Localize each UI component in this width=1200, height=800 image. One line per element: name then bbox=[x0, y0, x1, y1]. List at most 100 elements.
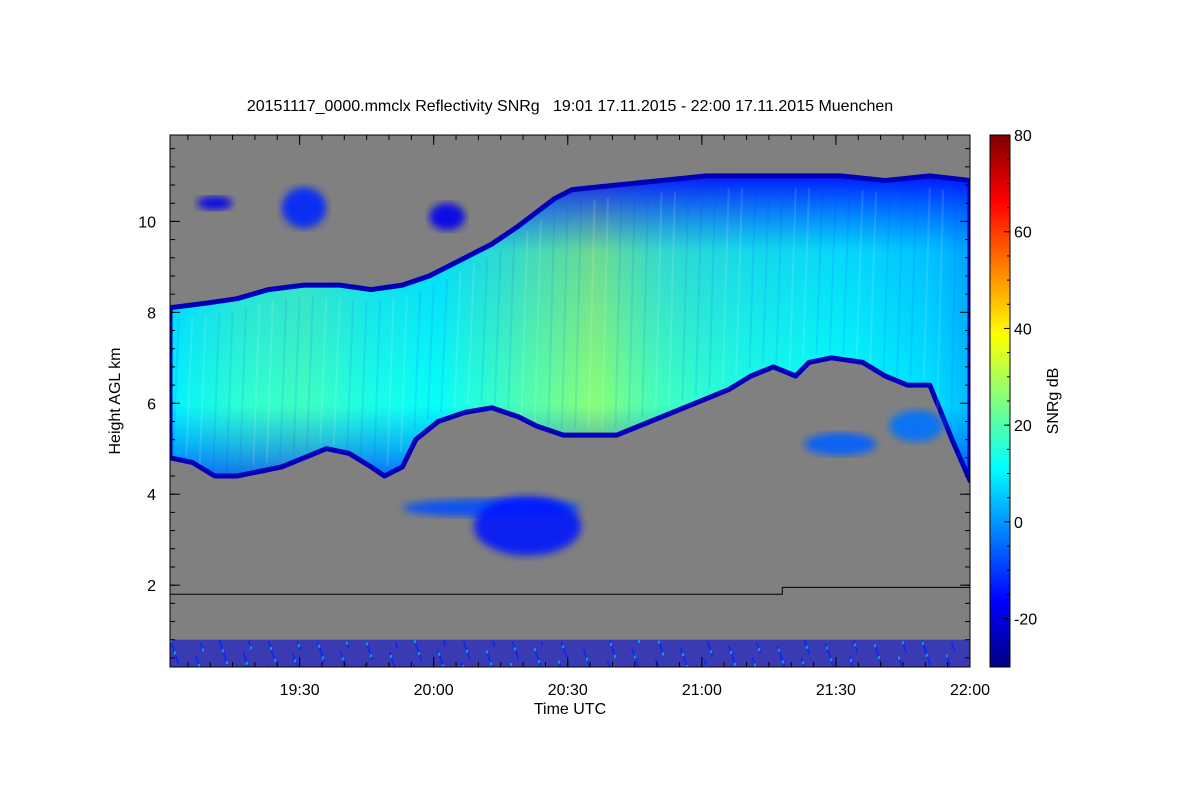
clutter-speck bbox=[711, 653, 713, 657]
clutter-speck bbox=[754, 663, 756, 667]
clutter-speck bbox=[636, 661, 638, 665]
clutter-speck bbox=[271, 649, 273, 653]
clutter-speck bbox=[928, 659, 930, 663]
clutter-speck bbox=[174, 651, 176, 655]
clutter-speck bbox=[269, 644, 271, 648]
colorbar-label: SNRg dB bbox=[1045, 368, 1062, 435]
clutter-speck bbox=[515, 650, 517, 654]
fall-streak bbox=[761, 187, 770, 363]
clutter-speck bbox=[202, 648, 204, 652]
clutter-speck bbox=[612, 648, 614, 652]
clutter-speck bbox=[657, 665, 659, 667]
clutter-speck bbox=[587, 660, 589, 664]
y-tick-label: 6 bbox=[147, 396, 156, 413]
fall-streak bbox=[708, 187, 717, 390]
clutter-speck bbox=[319, 647, 321, 651]
fall-streak bbox=[359, 300, 368, 459]
layer-main-cirrus-layer bbox=[170, 173, 970, 484]
clutter-speck bbox=[295, 662, 297, 666]
clutter-speck bbox=[783, 663, 785, 667]
clutter-speck bbox=[904, 647, 906, 651]
clutter-speck bbox=[583, 648, 585, 652]
clutter-speck bbox=[540, 665, 542, 667]
echo-patch bbox=[196, 196, 233, 210]
clutter-speck bbox=[223, 652, 225, 656]
clutter-speck bbox=[853, 640, 855, 644]
layer-low-detached-layer bbox=[804, 410, 944, 456]
clutter-speck bbox=[609, 640, 611, 644]
clutter-speck bbox=[341, 654, 343, 658]
cloud-edge bbox=[170, 173, 970, 484]
clutter-speck bbox=[607, 661, 609, 665]
clutter-speck bbox=[638, 640, 640, 643]
clutter-speck bbox=[196, 658, 198, 662]
clutter-speck bbox=[851, 661, 853, 665]
fall-streak bbox=[493, 250, 502, 405]
clutter-speck bbox=[611, 645, 613, 649]
clutter-speck bbox=[492, 640, 494, 644]
clutter-speck bbox=[806, 645, 808, 649]
clutter-speck bbox=[876, 650, 878, 654]
clutter-speck bbox=[320, 650, 322, 654]
clutter-speck bbox=[758, 648, 760, 651]
clutter-speck bbox=[347, 644, 349, 648]
clutter-speck bbox=[849, 656, 851, 660]
clutter-speck bbox=[951, 641, 953, 645]
clutter-speck bbox=[686, 665, 688, 667]
clutter-speck bbox=[854, 643, 856, 647]
echo-patch bbox=[889, 410, 944, 442]
clutter-speck bbox=[292, 653, 294, 657]
clutter-speck bbox=[683, 656, 685, 660]
clutter-speck bbox=[512, 641, 514, 645]
clutter-speck bbox=[463, 640, 465, 644]
clutter-speck bbox=[343, 660, 345, 664]
clutter-speck bbox=[200, 642, 202, 646]
fall-streak bbox=[292, 297, 301, 454]
clutter-speck bbox=[392, 660, 394, 664]
clutter-speck bbox=[733, 659, 735, 663]
clutter-speck bbox=[491, 665, 493, 667]
fall-streak bbox=[815, 187, 824, 354]
echo-patch bbox=[281, 187, 327, 229]
clutter-speck bbox=[929, 662, 931, 666]
fall-streak bbox=[775, 187, 784, 365]
clutter-speck bbox=[268, 641, 270, 645]
clutter-speck bbox=[537, 657, 539, 661]
clutter-speck bbox=[298, 644, 300, 647]
chart-title: 20151117_0000.mmclx Reflectivity SNRg 19… bbox=[246, 98, 894, 115]
clutter-speck bbox=[222, 649, 224, 653]
fall-streak bbox=[574, 200, 583, 430]
fall-streak bbox=[694, 188, 703, 395]
clutter-speck bbox=[225, 658, 227, 662]
clutter-speck bbox=[782, 660, 784, 664]
clutter-speck bbox=[493, 643, 495, 647]
x-tick-label: 19:30 bbox=[280, 682, 320, 699]
fall-streak bbox=[239, 308, 247, 469]
clutter-speck bbox=[513, 644, 515, 648]
clutter-speck bbox=[245, 658, 247, 662]
clutter-speck bbox=[562, 645, 564, 649]
clutter-speck bbox=[801, 658, 803, 662]
clutter-speck bbox=[759, 651, 761, 654]
clutter-speck bbox=[198, 664, 200, 667]
clutter-speck bbox=[707, 641, 709, 645]
x-axis-label: Time UTC bbox=[534, 701, 606, 718]
clutter-speck bbox=[632, 649, 634, 653]
clutter-speck bbox=[440, 658, 442, 662]
clutter-speck bbox=[655, 659, 657, 663]
fall-streak bbox=[681, 189, 690, 401]
clutter-speck bbox=[684, 659, 686, 663]
clutter-speck bbox=[825, 643, 827, 647]
clutter-speck bbox=[708, 644, 710, 648]
clutter-speck bbox=[420, 657, 422, 661]
clutter-speck bbox=[514, 647, 516, 651]
clutter-speck bbox=[364, 663, 366, 667]
fall-streak bbox=[533, 220, 542, 422]
clutter-speck bbox=[856, 649, 858, 653]
clutter-speck bbox=[731, 653, 733, 657]
clutter-speck bbox=[706, 665, 708, 667]
x-tick-label: 21:00 bbox=[682, 682, 722, 699]
clutter-speck bbox=[924, 647, 926, 651]
clutter-speck bbox=[662, 652, 664, 656]
clutter-speck bbox=[637, 664, 639, 667]
